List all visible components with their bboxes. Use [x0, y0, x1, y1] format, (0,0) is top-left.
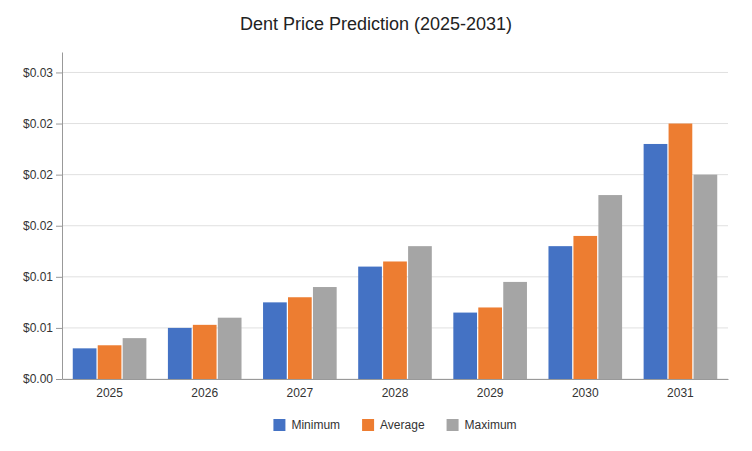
bar [408, 246, 432, 379]
legend-label: Minimum [291, 418, 340, 432]
bar [73, 348, 97, 379]
bar [193, 325, 217, 379]
y-tick-label: $0.03 [23, 66, 53, 80]
grid-line [62, 72, 728, 73]
legend: Minimum Average Maximum [273, 418, 516, 432]
x-tick: 2028 [382, 379, 409, 400]
y-tick-label: $0.02 [23, 219, 53, 233]
bar [313, 287, 337, 379]
grid-line [62, 174, 728, 175]
legend-item: Average [362, 418, 425, 432]
y-tick-mark [56, 226, 62, 227]
legend-swatch [362, 419, 374, 431]
x-tick: 2031 [667, 379, 694, 400]
x-tick-label: 2031 [667, 386, 694, 400]
bar [383, 261, 407, 379]
chart-title: Dent Price Prediction (2025-2031) [240, 14, 512, 34]
y-tick-mark [56, 328, 62, 329]
y-tick: $0.02 [23, 117, 62, 131]
y-tick: $0.02 [23, 168, 62, 182]
plot-area: $0.00$0.01$0.01$0.02$0.02$0.02$0.0320252… [23, 53, 729, 400]
x-tick-label: 2030 [572, 386, 599, 400]
x-tick-label: 2029 [477, 386, 504, 400]
x-axis-line [63, 379, 729, 380]
y-tick-label: $0.02 [23, 117, 53, 131]
y-tick-label: $0.02 [23, 168, 53, 182]
y-tick-label: $0.01 [23, 270, 53, 284]
bar [288, 297, 312, 379]
legend-item: Minimum [273, 418, 340, 432]
legend-label: Average [380, 418, 425, 432]
bar [598, 195, 622, 379]
bar [263, 302, 287, 379]
bar [548, 246, 572, 379]
bar-series [98, 124, 693, 379]
y-tick-mark [56, 72, 62, 73]
y-tick: $0.03 [23, 66, 62, 80]
y-tick: $0.01 [23, 270, 62, 284]
x-tick-label: 2026 [191, 386, 218, 400]
y-tick-mark [56, 124, 62, 125]
bar [123, 338, 147, 379]
bar [573, 236, 597, 379]
y-axis-line [62, 53, 63, 380]
bar [644, 144, 668, 379]
grid [62, 72, 728, 379]
bar [453, 313, 477, 379]
legend-label: Maximum [465, 418, 517, 432]
x-tick-label: 2028 [382, 386, 409, 400]
bar-series [73, 144, 668, 379]
bars [73, 124, 717, 379]
x-tick: 2029 [477, 379, 504, 400]
y-tick-mark [56, 277, 62, 278]
chart-svg: Dent Price Prediction (2025-2031)$0.00$0… [0, 0, 752, 451]
x-tick-label: 2025 [96, 386, 123, 400]
bar [669, 124, 693, 379]
grid-line [62, 123, 728, 124]
bar-series [123, 175, 718, 379]
grid-line [62, 225, 728, 226]
x-tick-label: 2027 [287, 386, 314, 400]
bar [98, 345, 122, 379]
legend-item: Maximum [447, 418, 517, 432]
x-tick: 2030 [572, 379, 599, 400]
x-axis: 2025 2026 2027 2028 2029 2030 2031 [63, 379, 729, 400]
y-tick: $0.02 [23, 219, 62, 233]
x-tick: 2025 [96, 379, 123, 400]
y-axis: $0.00 $0.01 $0.01 $0.02 $0.02 $0.02 $0.03 [23, 53, 63, 387]
bar [503, 282, 527, 379]
chart-container: Dent Price Prediction (2025-2031)$0.00$0… [0, 0, 752, 451]
bar [218, 318, 242, 379]
y-tick-mark [56, 379, 62, 380]
bar [478, 307, 502, 379]
bar [358, 267, 382, 379]
legend-swatch [273, 419, 285, 431]
x-tick: 2026 [191, 379, 218, 400]
y-tick-mark [56, 175, 62, 176]
bar [168, 328, 192, 379]
y-tick: $0.01 [23, 321, 62, 335]
bar [694, 175, 718, 379]
y-tick-label: $0.00 [23, 372, 53, 386]
y-tick: $0.00 [23, 372, 62, 386]
x-tick: 2027 [287, 379, 314, 400]
legend-swatch [447, 419, 459, 431]
y-tick-label: $0.01 [23, 321, 53, 335]
